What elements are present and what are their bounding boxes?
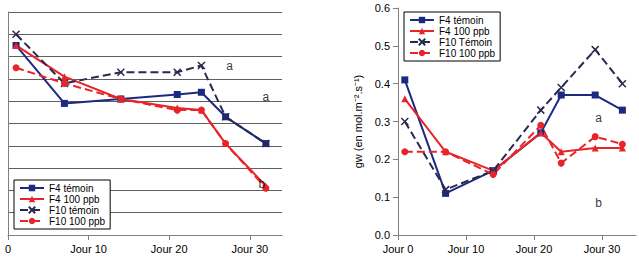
svg-text:Jour 30: Jour 30 [584,243,621,255]
svg-text:Jour 0: Jour 0 [383,243,414,255]
svg-text:F4 100 ppb: F4 100 ppb [439,26,490,37]
svg-text:0: 0 [5,243,11,255]
svg-text:0.2: 0.2 [375,153,390,165]
svg-text:Jour 30: Jour 30 [231,243,268,255]
svg-text:0.4: 0.4 [375,78,390,90]
svg-text:0.1: 0.1 [375,191,390,203]
svg-text:Jour 20: Jour 20 [151,243,188,255]
svg-text:Jour 20: Jour 20 [516,243,553,255]
svg-text:F10 100 ppb: F10 100 ppb [439,48,496,59]
svg-text:gw (en mol.m⁻².s⁻¹): gw (en mol.m⁻².s⁻¹) [352,75,364,169]
svg-text:b: b [259,177,266,191]
svg-text:b: b [595,196,602,210]
svg-text:F4 témoin: F4 témoin [49,183,93,194]
svg-text:F4 100 ppb: F4 100 ppb [49,194,100,205]
svg-text:a: a [595,111,602,125]
svg-text:F10 Témoin: F10 Témoin [439,37,492,48]
svg-text:F4 témoin: F4 témoin [439,15,483,26]
svg-text:0.3: 0.3 [375,116,390,128]
svg-text:Jour 10: Jour 10 [70,243,107,255]
svg-text:0.5: 0.5 [375,40,390,52]
svg-text:a: a [226,59,233,73]
svg-text:F10 témoin: F10 témoin [49,205,99,216]
svg-text:a: a [263,90,270,104]
svg-text:Jour 10: Jour 10 [448,243,485,255]
svg-text:0.6: 0.6 [375,2,390,14]
svg-text:0.0: 0.0 [375,229,390,241]
svg-text:F10 100 ppb: F10 100 ppb [49,216,106,227]
